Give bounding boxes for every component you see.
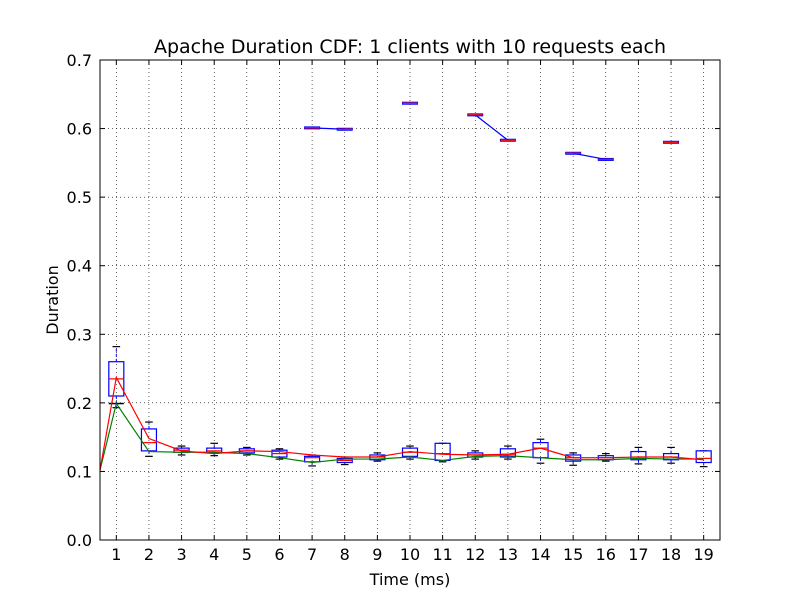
x-tick-label: 8 <box>340 545 350 564</box>
x-axis-label: Time (ms) <box>369 570 451 589</box>
upper-connector-line <box>474 114 509 141</box>
min-series-line <box>99 402 704 471</box>
y-tick-label: 0.3 <box>67 325 92 344</box>
x-tick-label: 2 <box>144 545 154 564</box>
x-tick-label: 13 <box>498 545 518 564</box>
box <box>630 450 647 461</box>
chart-title: Apache Duration CDF: 1 clients with 10 r… <box>154 36 666 58</box>
x-tick-label: 11 <box>432 545 452 564</box>
x-tick-label: 6 <box>274 545 284 564</box>
x-tick-label: 1 <box>111 545 121 564</box>
x-tick-label: 19 <box>694 545 714 564</box>
box <box>695 450 712 464</box>
x-tick-label: 12 <box>465 545 485 564</box>
x-tick-label: 3 <box>176 545 186 564</box>
y-tick-label: 0.0 <box>67 531 92 550</box>
ticks: 0.00.10.20.30.40.50.60.71 2 3 4 5 6 7 8 9 10 11 12 1… <box>67 51 720 564</box>
y-tick-label: 0.7 <box>67 51 92 70</box>
y-tick-label: 0.4 <box>67 257 92 276</box>
y-tick-label: 0.5 <box>67 188 92 207</box>
x-tick-label: 7 <box>307 545 317 564</box>
chart-marks <box>99 101 712 471</box>
y-axis-label: Duration <box>43 265 62 335</box>
box <box>304 455 321 463</box>
x-tick-label: 5 <box>242 545 252 564</box>
mean-series-line <box>99 375 704 471</box>
x-tick-label: 15 <box>563 545 583 564</box>
x-tick-label: 16 <box>596 545 616 564</box>
y-tick-label: 0.1 <box>67 462 92 481</box>
y-tick-label: 0.6 <box>67 120 92 139</box>
x-tick-label: 14 <box>530 545 550 564</box>
x-tick-label: 9 <box>372 545 382 564</box>
x-tick-label: 4 <box>209 545 219 564</box>
y-tick-label: 0.2 <box>67 394 92 413</box>
x-tick-label: 17 <box>628 545 648 564</box>
x-tick-label: 18 <box>661 545 681 564</box>
x-tick-label: 10 <box>400 545 420 564</box>
